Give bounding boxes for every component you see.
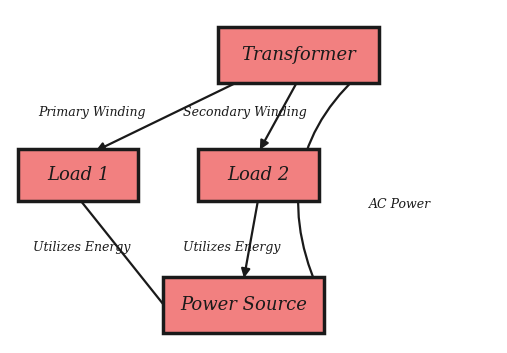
Text: AC Power: AC Power: [369, 198, 431, 211]
Text: Load 1: Load 1: [47, 166, 109, 184]
Text: Transformer: Transformer: [241, 46, 356, 64]
Text: Utilizes Energy: Utilizes Energy: [33, 241, 130, 254]
Text: Load 2: Load 2: [227, 166, 289, 184]
FancyBboxPatch shape: [18, 149, 138, 201]
FancyBboxPatch shape: [198, 149, 319, 201]
Text: Secondary Winding: Secondary Winding: [184, 106, 307, 119]
Text: Primary Winding: Primary Winding: [38, 106, 146, 119]
Text: Power Source: Power Source: [180, 296, 307, 314]
FancyBboxPatch shape: [219, 27, 379, 83]
FancyBboxPatch shape: [163, 277, 323, 333]
Text: Utilizes Energy: Utilizes Energy: [184, 241, 281, 254]
